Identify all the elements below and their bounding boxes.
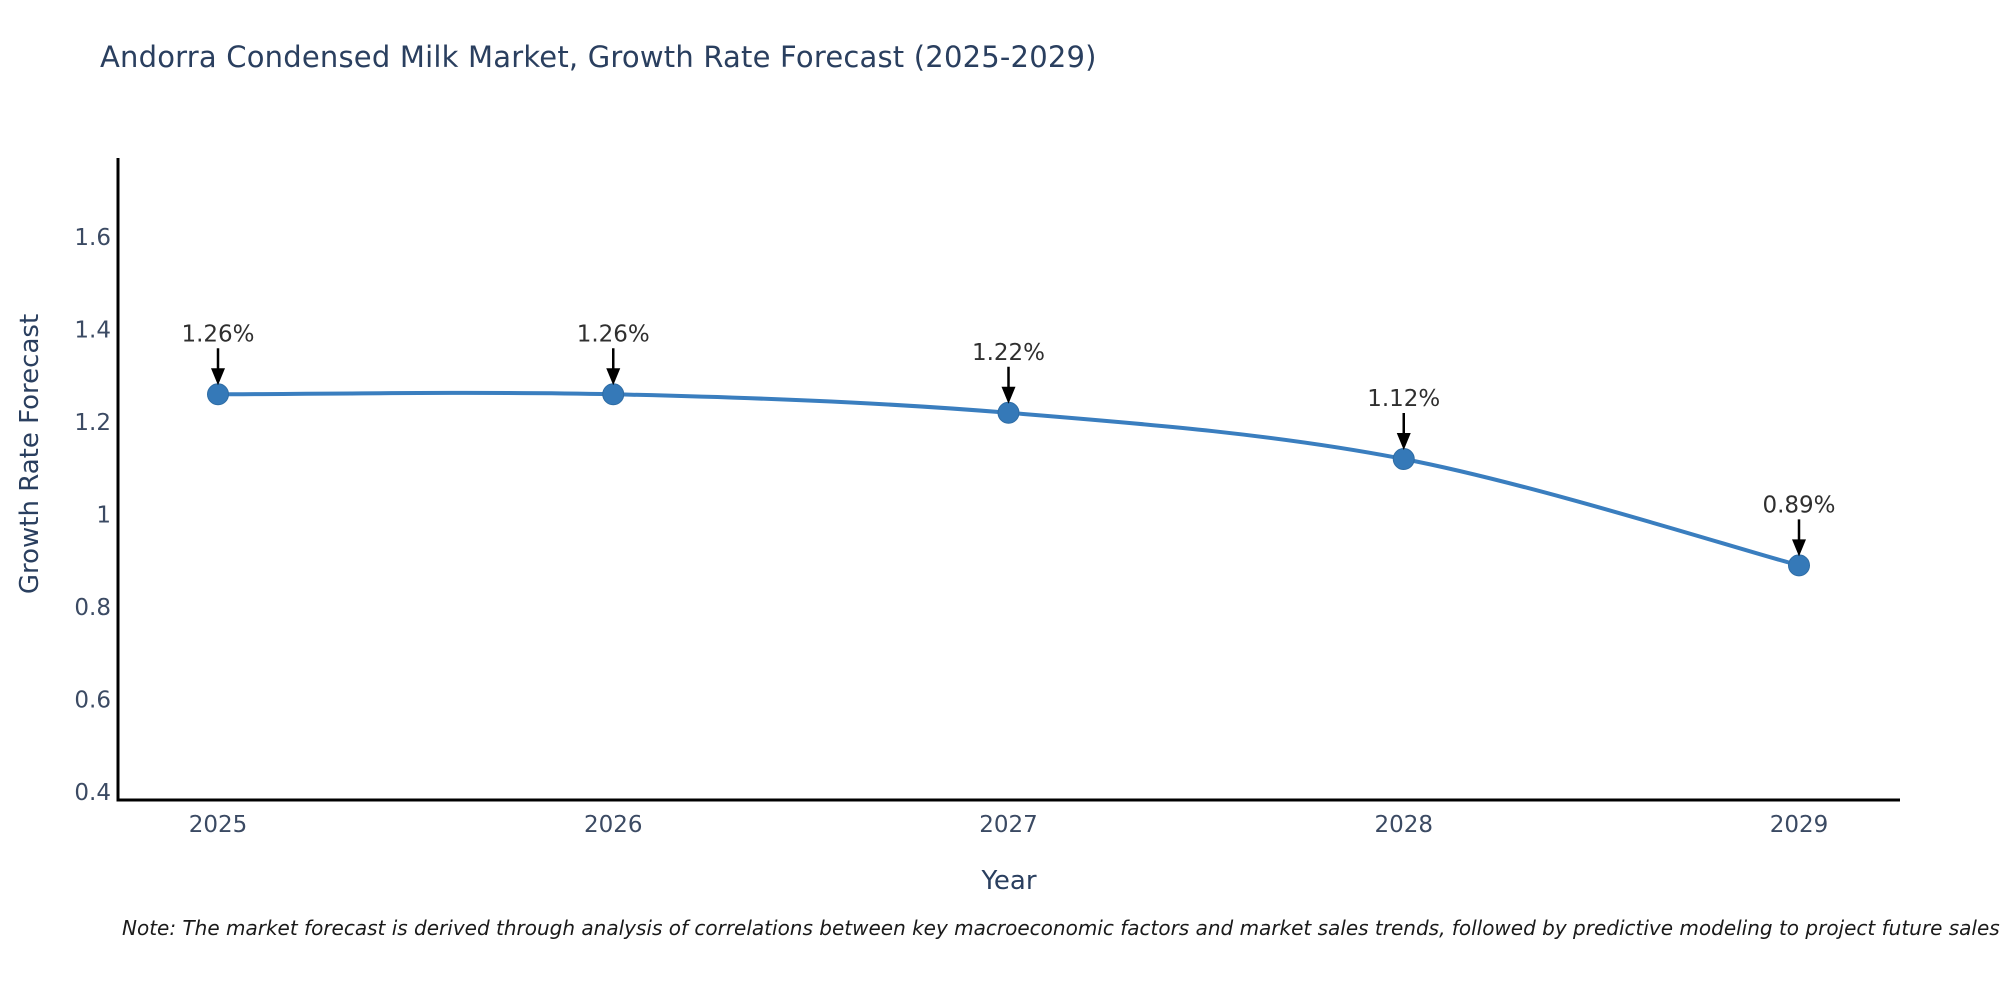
annotation-label: 1.26%	[181, 321, 254, 347]
annotation-arrow-head	[211, 368, 225, 386]
data-point-marker	[602, 383, 625, 406]
annotation-label: 1.12%	[1367, 386, 1440, 412]
annotation-arrow-head	[1396, 433, 1411, 450]
footnote: Note: The market forecast is derived thr…	[122, 916, 2000, 940]
y-tick-label: 1.2	[74, 410, 111, 436]
y-tick-label: 0.4	[74, 780, 111, 806]
chart-title: Andorra Condensed Milk Market, Growth Ra…	[100, 40, 1097, 74]
x-tick-label: 2029	[1770, 812, 1829, 838]
y-tick-label: 1.4	[74, 318, 111, 344]
x-tick-label: 2026	[584, 812, 643, 838]
y-tick-label: 1.6	[74, 225, 111, 251]
annotation-label: 1.26%	[577, 321, 650, 347]
data-point-marker	[1788, 554, 1810, 577]
annotation-arrow-head	[606, 368, 621, 386]
y-tick-label: 0.8	[74, 595, 111, 621]
annotation-arrow-head	[1792, 539, 1806, 557]
y-axis-title: Growth Rate Forecast	[15, 313, 45, 595]
data-point-marker	[997, 401, 1020, 424]
x-axis-title: Year	[981, 866, 1037, 896]
x-tick-label: 2025	[189, 812, 248, 838]
annotation-arrow-head	[1001, 386, 1016, 404]
data-point-marker	[1392, 448, 1415, 470]
annotation-label: 1.22%	[972, 340, 1045, 366]
annotation-label: 0.89%	[1762, 492, 1835, 518]
y-tick-label: 0.6	[74, 688, 111, 714]
y-tick-label: 1	[96, 503, 111, 529]
x-tick-label: 2027	[979, 812, 1038, 838]
data-point-marker	[207, 383, 229, 406]
x-tick-label: 2028	[1374, 812, 1433, 838]
